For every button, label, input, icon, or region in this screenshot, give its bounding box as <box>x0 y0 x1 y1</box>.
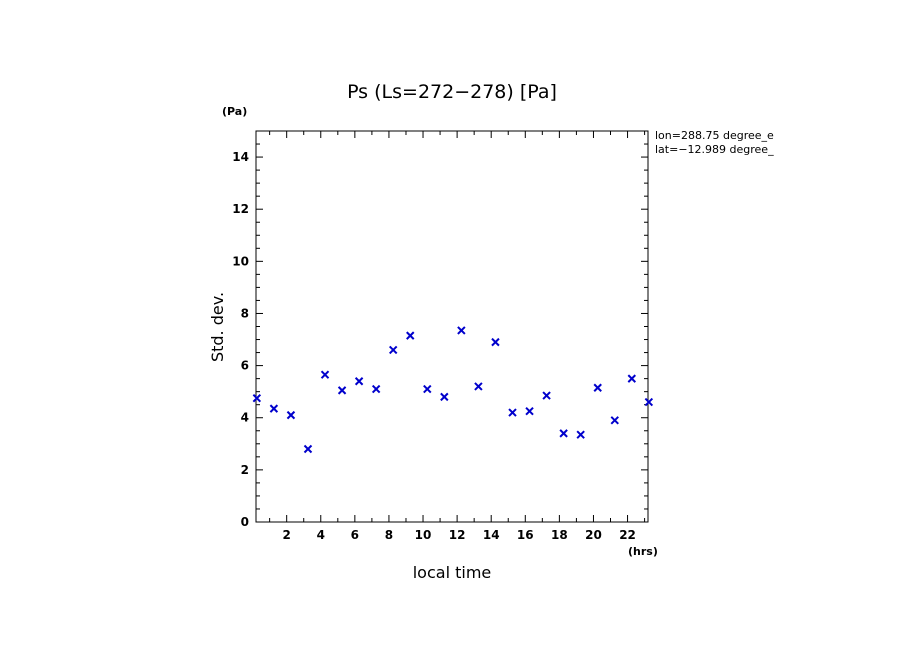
x-tick-label: 18 <box>551 528 568 542</box>
data-point <box>320 370 330 379</box>
y-tick-label: 10 <box>232 254 249 268</box>
data-point <box>406 331 415 340</box>
y-tick-label: 12 <box>232 202 249 216</box>
data-point <box>303 444 313 454</box>
tick-labels: 2 4 6 8 10 12 14 16 18 20 22 0 2 4 6 8 10 12 14 <box>232 150 636 542</box>
y-unit-label: (Pa) <box>222 105 247 118</box>
y-tick-label: 8 <box>241 306 249 320</box>
x-tick-label: 8 <box>385 528 393 542</box>
x-tick-label: 2 <box>282 528 290 542</box>
y-tick-label: 0 <box>241 515 249 529</box>
y-tick-label: 2 <box>241 463 249 477</box>
data-point <box>440 392 449 402</box>
x-unit-label: (hrs) <box>628 545 658 558</box>
x-tick-label: 6 <box>351 528 359 542</box>
data-point <box>525 407 534 416</box>
info-line-lon: lon=288.75 degree_e <box>655 129 774 142</box>
data-point <box>644 397 654 407</box>
axis-ticks <box>256 130 648 523</box>
x-tick-label: 4 <box>317 528 325 542</box>
data-points <box>252 326 654 454</box>
data-point <box>576 430 585 439</box>
data-point <box>508 408 517 417</box>
x-tick-label: 14 <box>483 528 500 542</box>
data-point <box>337 386 347 395</box>
y-tick-label: 6 <box>241 359 249 373</box>
data-point <box>286 410 296 420</box>
data-point <box>423 384 432 394</box>
x-tick-label: 10 <box>415 528 432 542</box>
y-tick-label: 4 <box>241 411 249 425</box>
chart-title: Ps (Ls=272−278) [Pa] <box>347 81 557 103</box>
data-point <box>627 374 637 383</box>
x-tick-label: 16 <box>517 528 534 542</box>
plot-frame <box>255 130 649 523</box>
x-tick-label: 20 <box>585 528 602 542</box>
data-point <box>559 429 568 438</box>
data-point <box>542 391 551 400</box>
data-point <box>354 377 364 386</box>
data-point <box>474 382 483 391</box>
x-tick-label: 12 <box>449 528 466 542</box>
data-point <box>491 337 500 347</box>
info-line-lat: lat=−12.989 degree_ <box>655 143 774 156</box>
y-tick-label: 14 <box>232 150 249 164</box>
y-axis-label: Std. dev. <box>208 292 227 362</box>
data-point <box>388 345 398 355</box>
data-point <box>371 384 381 394</box>
data-point <box>252 393 262 403</box>
data-point <box>457 326 466 335</box>
data-point <box>593 383 602 392</box>
x-tick-label: 22 <box>619 528 636 542</box>
x-axis-label: local time <box>413 563 492 582</box>
data-point <box>610 416 619 425</box>
data-point <box>269 404 279 413</box>
